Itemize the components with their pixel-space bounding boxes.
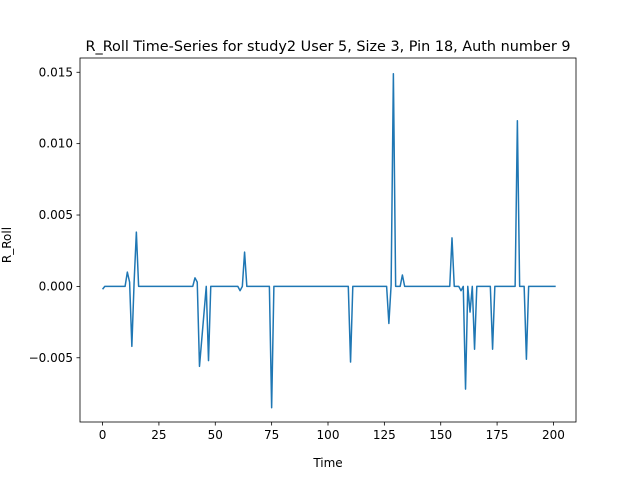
plot-area [101,72,556,409]
chart-title: R_Roll Time-Series for study2 User 5, Si… [86,39,571,55]
x-tick-label: 200 [542,428,565,442]
x-tick-label: 100 [317,428,340,442]
x-axis-label: Time [312,456,342,470]
y-axis-label: R_Roll [0,227,14,263]
y-tick-label: 0.015 [39,65,73,79]
x-tick-label: 25 [151,428,166,442]
x-tick-label: 50 [208,428,223,442]
series-line-0 [101,72,556,409]
x-tick-label: 125 [373,428,396,442]
y-tick-label: 0.010 [39,137,73,151]
x-axis-ticks: 0 25 50 75 100 125 150 175 200 [99,422,565,442]
x-tick-label: 175 [486,428,509,442]
x-tick-label: 75 [264,428,279,442]
y-tick-label: −0.005 [29,351,73,365]
y-tick-label: 0.005 [39,208,73,222]
axes-frame [79,57,577,423]
y-axis-ticks: −0.005 0.000 0.005 0.010 0.015 [29,65,80,365]
x-tick-label: 0 [99,428,107,442]
y-tick-label: 0.000 [39,279,73,293]
x-tick-label: 150 [429,428,452,442]
